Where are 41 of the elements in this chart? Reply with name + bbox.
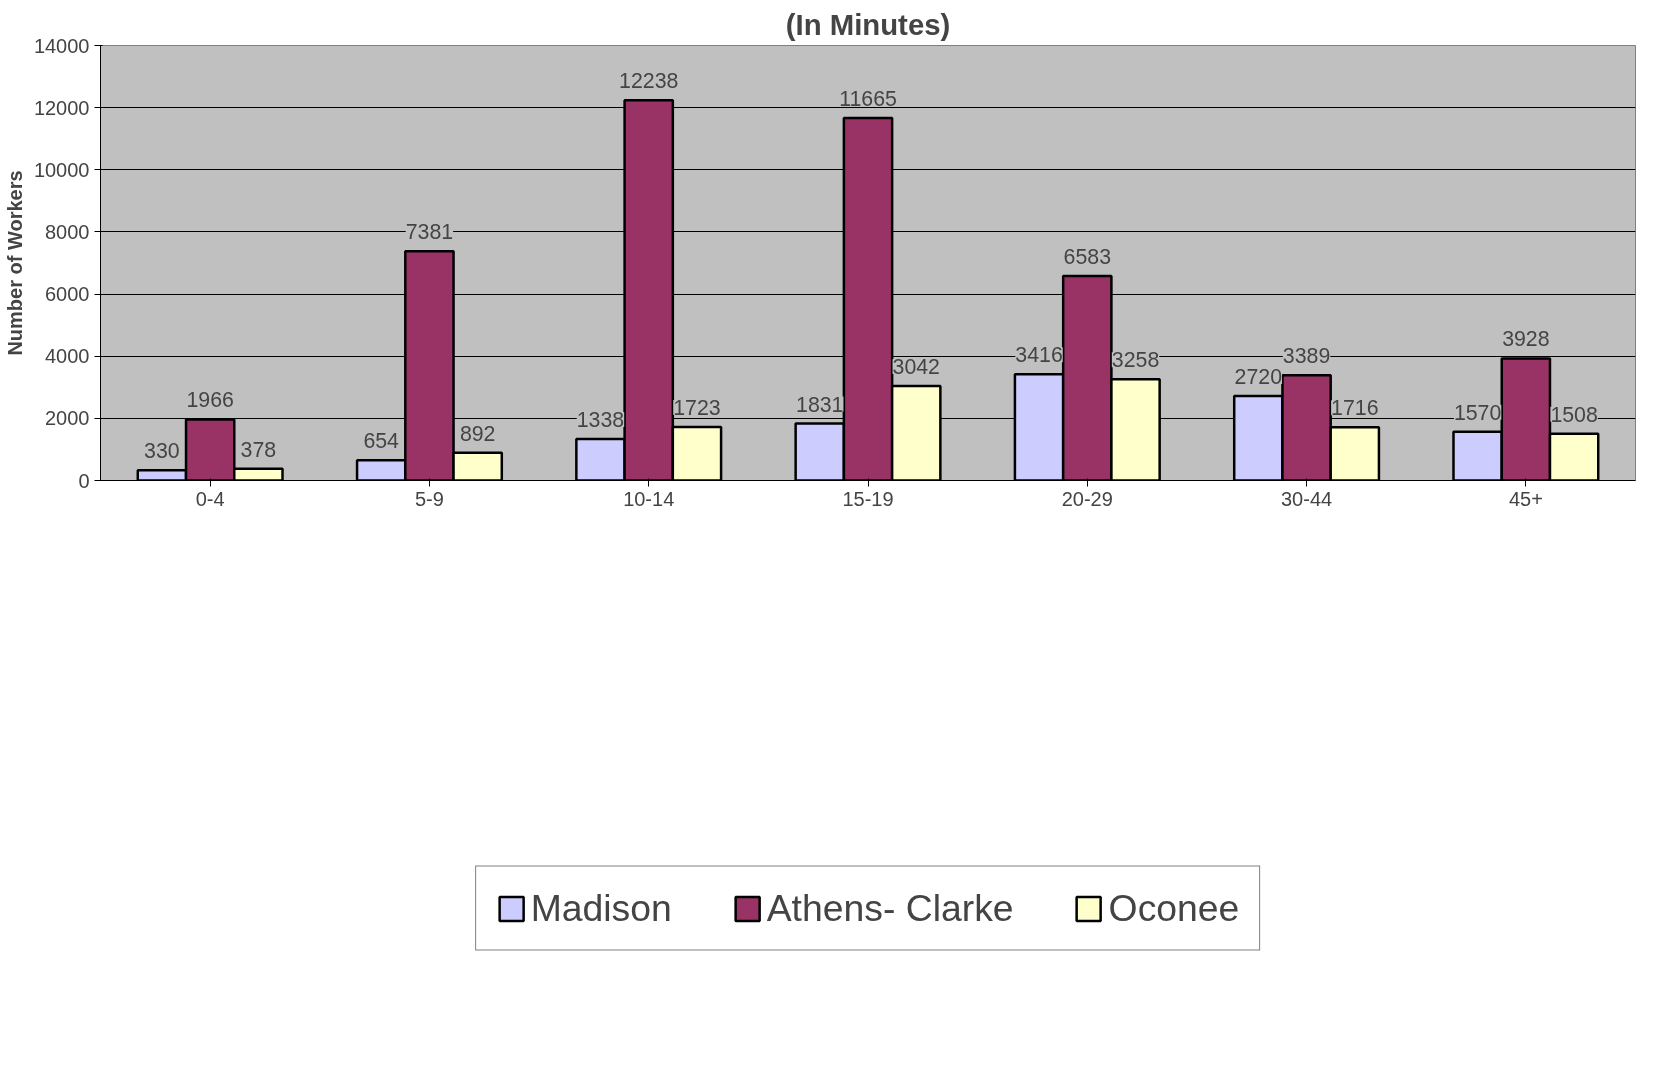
data-label: 3928 bbox=[1502, 327, 1550, 352]
y-axis-title: Number of Workers bbox=[3, 170, 26, 356]
x-tick-label: 15-19 bbox=[842, 487, 894, 510]
data-label: 1508 bbox=[1550, 402, 1598, 427]
x-tick-label: 30-44 bbox=[1281, 487, 1333, 510]
data-label: 7381 bbox=[405, 220, 454, 245]
x-tick-label: 45+ bbox=[1508, 487, 1543, 510]
y-tick-label: 14000 bbox=[33, 34, 90, 57]
chart-title: (In Minutes) bbox=[785, 7, 951, 41]
y-tick-label: 6000 bbox=[45, 283, 90, 306]
x-tick-label: 20-29 bbox=[1061, 487, 1113, 510]
data-label: 1966 bbox=[186, 388, 234, 413]
data-label: 1570 bbox=[1453, 400, 1502, 425]
data-label: 1338 bbox=[576, 407, 625, 432]
legend-label: Athens- Clarke bbox=[766, 886, 1014, 930]
x-tick-label: 5-9 bbox=[414, 487, 444, 510]
x-tick-label: 0-4 bbox=[195, 487, 225, 510]
data-label: 378 bbox=[240, 437, 277, 462]
data-label: 892 bbox=[459, 421, 496, 446]
data-label: 6583 bbox=[1063, 244, 1112, 269]
y-tick-label: 0 bbox=[78, 469, 90, 492]
data-label: 330 bbox=[144, 439, 180, 464]
y-tick-label: 12000 bbox=[33, 96, 90, 119]
legend-label: Madison bbox=[530, 886, 672, 930]
data-label: 11665 bbox=[839, 87, 897, 112]
data-label: 3258 bbox=[1111, 348, 1160, 373]
data-label: 2720 bbox=[1234, 364, 1283, 389]
data-label: 1831 bbox=[796, 392, 844, 417]
data-label: 12238 bbox=[619, 69, 679, 94]
legend-label: Oconee bbox=[1108, 886, 1240, 930]
data-label: 3042 bbox=[892, 354, 940, 379]
y-tick-label: 8000 bbox=[45, 220, 90, 243]
data-label: 1723 bbox=[673, 395, 721, 420]
y-tick-label: 10000 bbox=[33, 158, 90, 181]
data-label: 3389 bbox=[1282, 344, 1331, 369]
data-label: 1716 bbox=[1331, 396, 1379, 421]
y-tick-label: 2000 bbox=[45, 407, 90, 430]
x-tick-label: 10-14 bbox=[623, 487, 675, 510]
data-label: 3416 bbox=[1015, 343, 1063, 368]
y-tick-label: 4000 bbox=[45, 345, 90, 368]
data-label: 654 bbox=[363, 429, 400, 454]
